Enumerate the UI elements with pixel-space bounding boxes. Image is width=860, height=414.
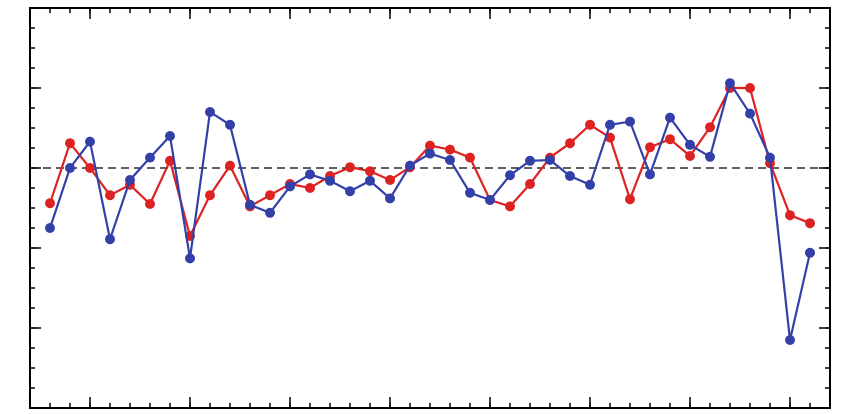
data-point bbox=[805, 247, 815, 258]
data-point bbox=[565, 138, 575, 149]
data-point bbox=[465, 187, 475, 198]
data-point bbox=[225, 119, 235, 130]
data-point bbox=[685, 139, 695, 150]
data-point bbox=[525, 155, 535, 166]
data-point bbox=[785, 335, 795, 345]
data-point bbox=[165, 131, 175, 141]
data-point bbox=[725, 78, 735, 89]
data-point bbox=[385, 175, 395, 185]
data-point bbox=[105, 234, 115, 245]
data-point bbox=[425, 140, 435, 151]
data-point bbox=[585, 179, 595, 190]
data-point bbox=[705, 151, 715, 162]
data-point bbox=[45, 198, 55, 209]
data-point bbox=[145, 152, 155, 163]
data-point bbox=[365, 175, 375, 186]
data-point bbox=[65, 163, 75, 173]
data-point bbox=[165, 155, 175, 166]
data-point bbox=[85, 136, 95, 147]
data-point bbox=[225, 160, 235, 171]
plot-frame bbox=[29, 7, 831, 409]
data-point bbox=[705, 122, 715, 133]
data-point bbox=[505, 170, 515, 181]
data-point bbox=[545, 155, 555, 165]
data-point bbox=[105, 190, 115, 201]
data-point bbox=[345, 186, 355, 197]
data-point bbox=[625, 194, 635, 205]
data-point bbox=[645, 142, 655, 153]
data-point bbox=[685, 151, 695, 161]
data-point bbox=[145, 199, 155, 209]
data-point bbox=[345, 162, 355, 173]
data-point bbox=[285, 181, 295, 192]
data-point bbox=[405, 160, 415, 171]
data-point bbox=[385, 193, 395, 204]
data-point bbox=[805, 218, 815, 229]
data-point bbox=[445, 144, 455, 155]
data-point bbox=[265, 207, 275, 218]
data-point bbox=[525, 179, 535, 189]
data-point bbox=[185, 253, 195, 264]
data-point bbox=[305, 169, 315, 180]
data-point bbox=[625, 116, 635, 127]
data-point bbox=[205, 190, 215, 201]
data-point bbox=[445, 155, 455, 165]
series-line bbox=[48, 86, 811, 240]
data-point bbox=[325, 175, 335, 186]
data-point bbox=[565, 171, 575, 181]
data-point bbox=[785, 210, 795, 221]
data-point bbox=[245, 199, 255, 210]
data-point bbox=[65, 138, 75, 149]
data-point bbox=[465, 152, 475, 163]
data-point bbox=[765, 152, 775, 163]
data-point bbox=[745, 108, 755, 119]
data-point bbox=[205, 107, 215, 117]
data-point bbox=[365, 166, 375, 177]
data-point bbox=[665, 112, 675, 123]
data-point bbox=[85, 163, 95, 173]
data-point bbox=[605, 119, 615, 130]
data-point bbox=[305, 183, 315, 193]
data-point bbox=[125, 175, 135, 185]
data-point bbox=[745, 83, 755, 93]
data-point bbox=[265, 190, 275, 201]
data-point bbox=[645, 169, 655, 180]
data-point bbox=[485, 195, 495, 205]
series-line bbox=[48, 80, 812, 341]
data-point bbox=[425, 148, 435, 159]
data-point bbox=[505, 201, 515, 212]
data-point bbox=[45, 223, 55, 233]
data-point bbox=[585, 119, 595, 130]
data-point bbox=[665, 134, 675, 145]
